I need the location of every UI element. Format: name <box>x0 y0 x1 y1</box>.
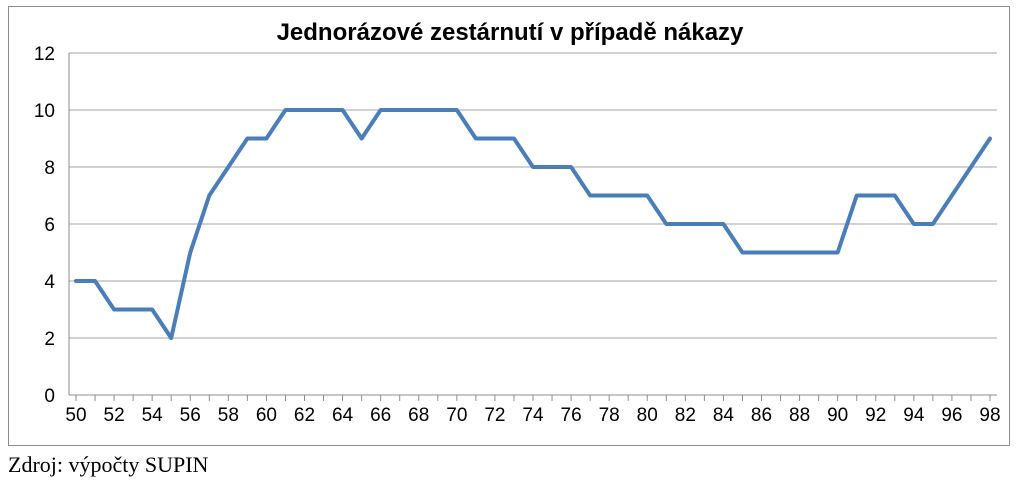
chart-frame: Jednorázové zestárnutí v případě nákazy … <box>8 6 1010 446</box>
series-line-0 <box>74 108 992 340</box>
y-tick-label: 8 <box>44 158 55 179</box>
x-tick-label: 70 <box>446 405 467 426</box>
x-tick-label: 74 <box>522 405 544 426</box>
x-tick-label: 76 <box>561 405 582 426</box>
x-tick-label: 56 <box>180 405 201 426</box>
x-tick-label: 86 <box>751 405 772 426</box>
y-tick-label: 4 <box>44 272 55 293</box>
x-tick-label: 92 <box>865 405 886 426</box>
x-tick-label: 62 <box>294 405 315 426</box>
x-tick-label: 50 <box>65 405 86 426</box>
y-tick-label: 6 <box>44 215 55 236</box>
x-tick-label: 82 <box>675 405 696 426</box>
x-tick-label: 66 <box>370 405 391 426</box>
x-tick-label: 94 <box>903 405 925 426</box>
x-tick-label: 60 <box>256 405 277 426</box>
x-tick-label: 54 <box>142 405 164 426</box>
x-tick-label: 58 <box>218 405 239 426</box>
x-tick-label: 52 <box>104 405 125 426</box>
y-tick-label: 12 <box>34 44 55 65</box>
x-tick-label: 88 <box>789 405 810 426</box>
y-tick-label: 2 <box>44 329 55 350</box>
x-tick-label: 78 <box>599 405 620 426</box>
y-tick-label: 10 <box>34 101 55 122</box>
x-tick-label: 98 <box>979 405 1000 426</box>
x-tick-label: 68 <box>408 405 429 426</box>
x-tick-label: 80 <box>637 405 658 426</box>
x-tick-label: 64 <box>332 405 354 426</box>
source-note: Zdroj: výpočty SUPIN <box>8 452 209 477</box>
y-tick-label: 0 <box>44 386 55 407</box>
chart-title: Jednorázové zestárnutí v případě nákazy <box>276 19 744 46</box>
x-tick-label: 90 <box>827 405 848 426</box>
x-tick-label: 96 <box>941 405 962 426</box>
x-tick-label: 72 <box>484 405 505 426</box>
x-tick-label: 84 <box>713 405 735 426</box>
